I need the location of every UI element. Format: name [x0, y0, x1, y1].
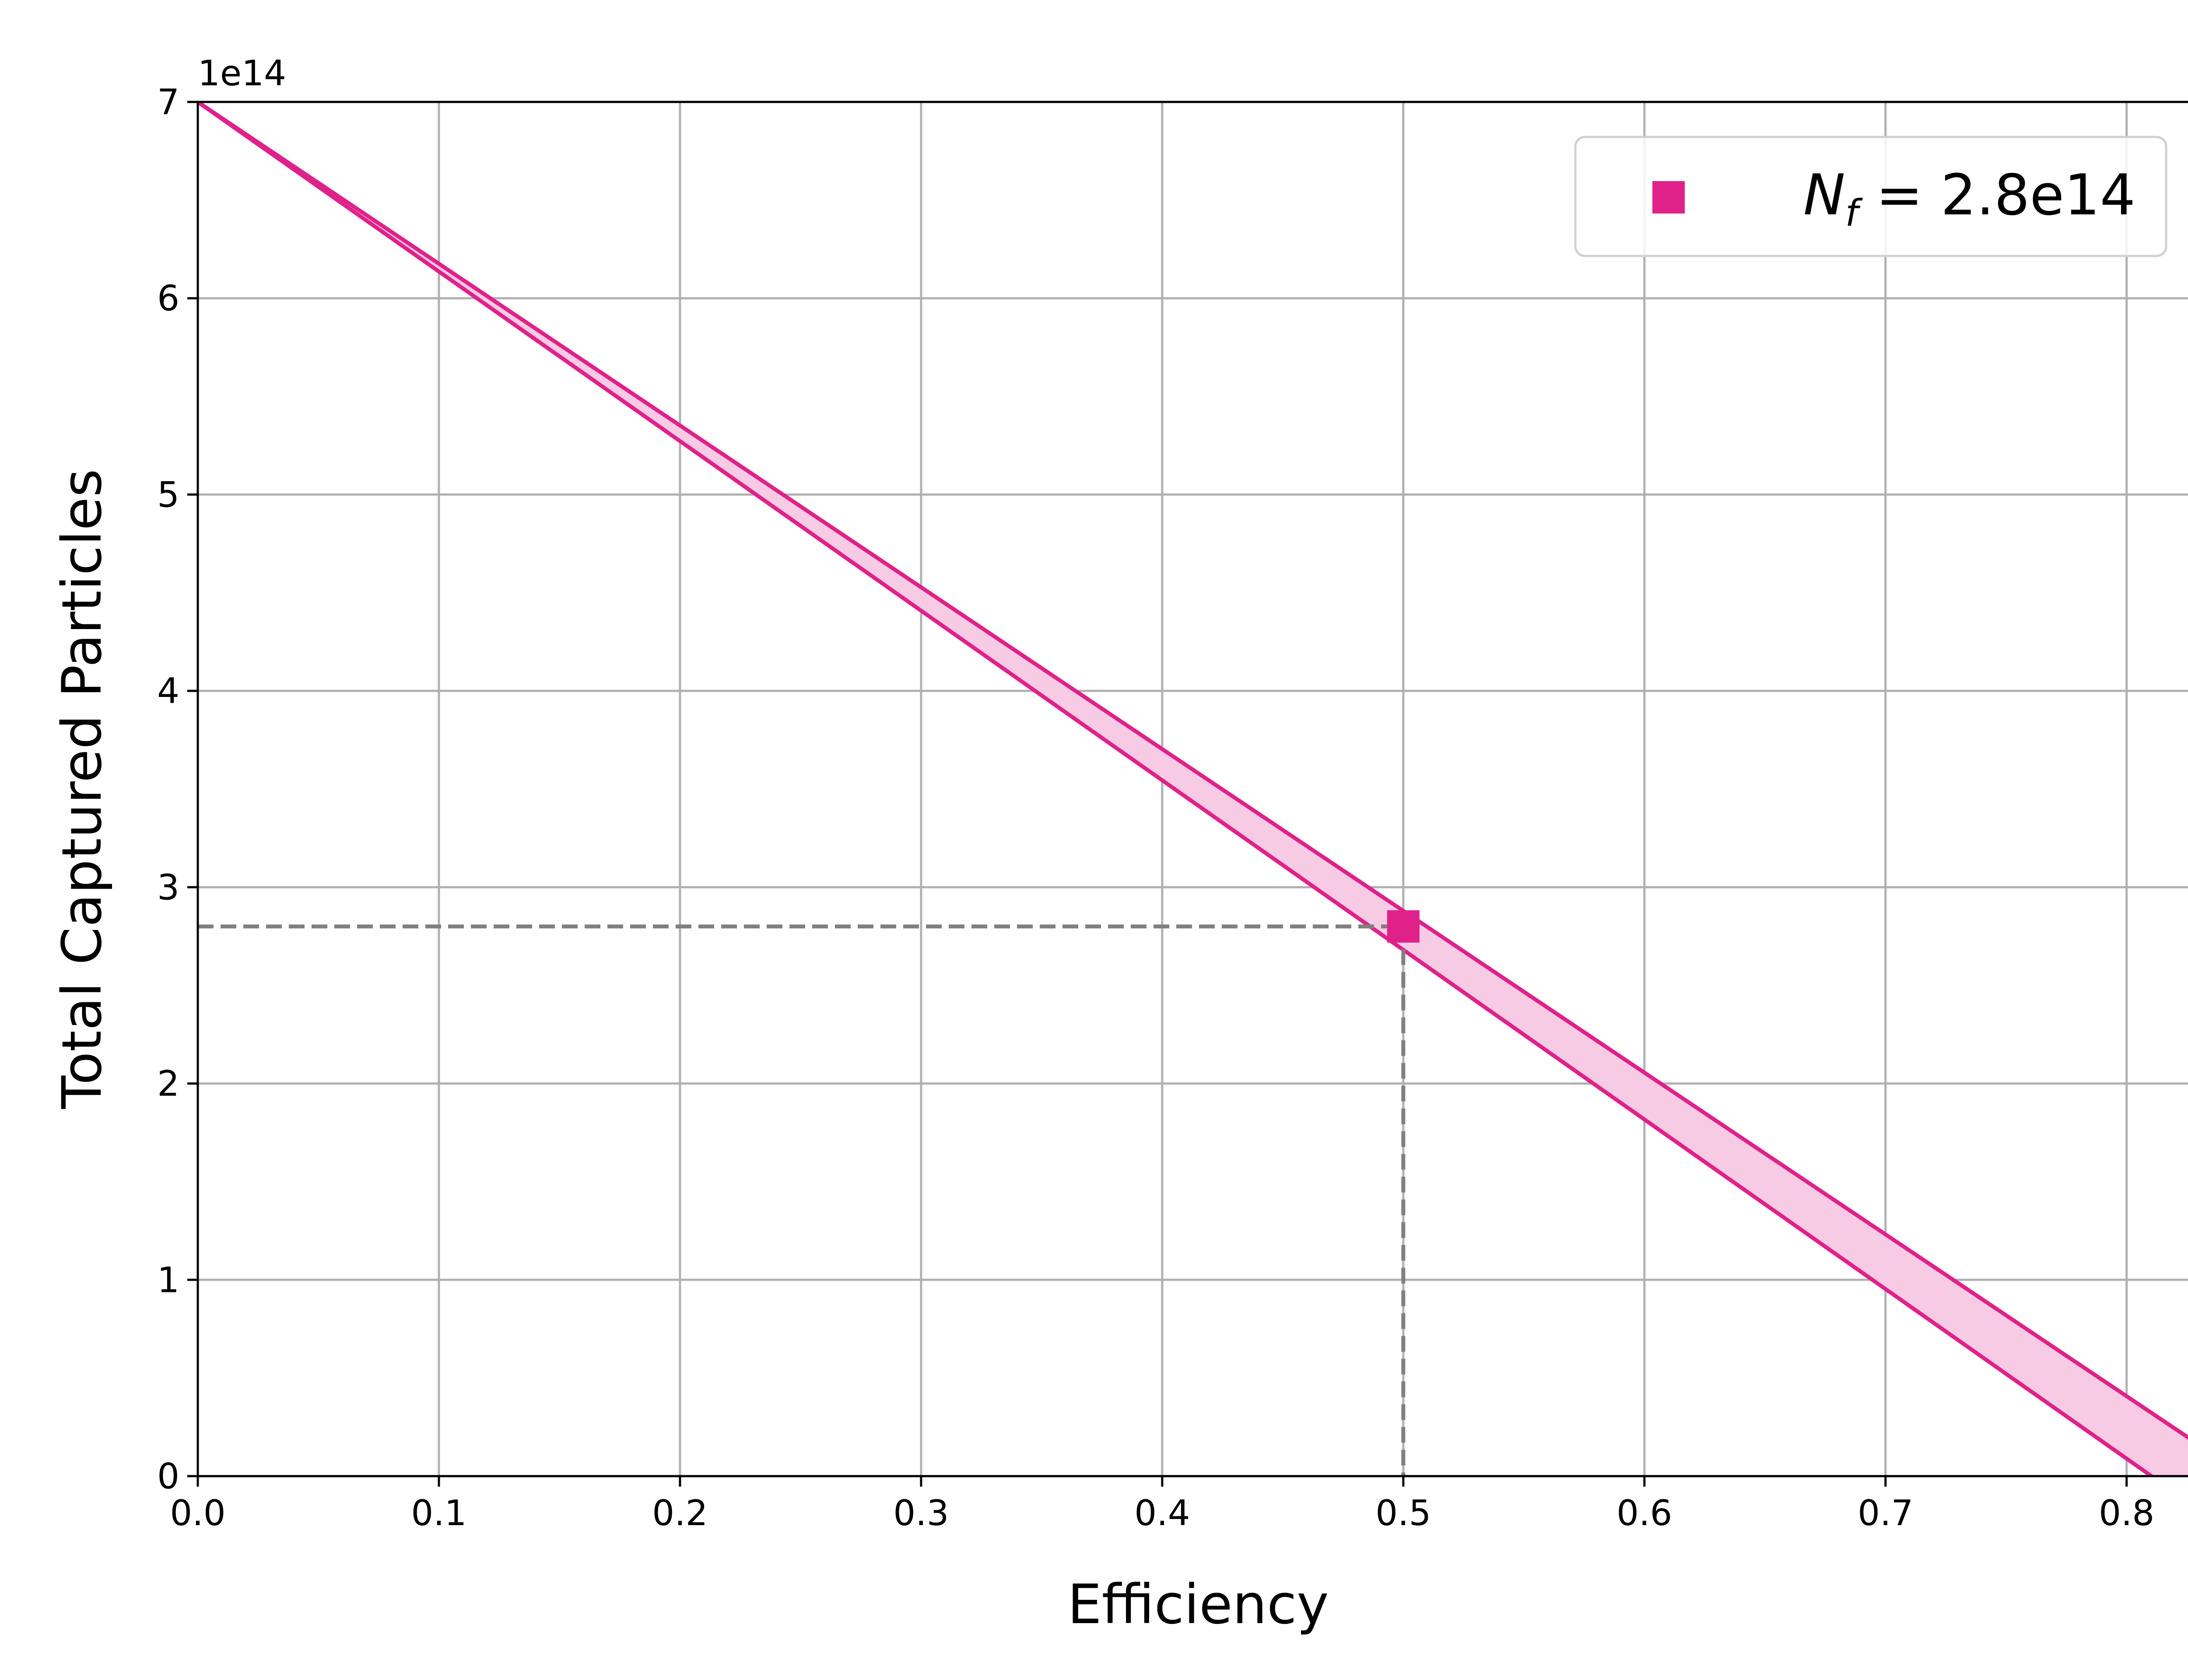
- x-tick-label: 0.7: [1858, 1493, 1913, 1533]
- x-tick-label: 0.4: [1134, 1493, 1190, 1533]
- data-point-marker: [1387, 910, 1420, 943]
- x-tick-label: 0.8: [2099, 1493, 2154, 1533]
- y-tick-label: 3: [157, 867, 179, 908]
- y-tick-label: 2: [157, 1064, 179, 1104]
- y-tick-label: 1: [157, 1260, 179, 1300]
- y-tick-label: 7: [157, 82, 179, 122]
- upper-bound-line: [198, 102, 2188, 1440]
- legend-marker: [1652, 181, 1685, 214]
- y-tick-label: 4: [157, 671, 179, 711]
- legend: Nf = 2.8e14: [1574, 136, 2167, 257]
- confidence-band: [198, 102, 2188, 1476]
- legend-box: [1574, 136, 2167, 257]
- x-tick-label: 0.0: [170, 1493, 225, 1533]
- x-axis-title: Efficiency: [1067, 1573, 1329, 1636]
- lower-bound-line: [198, 102, 2155, 1476]
- legend-label: Nf = 2.8e14: [1803, 163, 2135, 234]
- x-tick-label: 0.1: [411, 1493, 466, 1533]
- x-tick-label: 0.5: [1375, 1493, 1431, 1533]
- y-tick-label: 0: [157, 1456, 179, 1497]
- y-tick-label: 6: [157, 278, 179, 319]
- y-tick-label: 5: [157, 474, 179, 515]
- x-tick-label: 0.6: [1616, 1493, 1672, 1533]
- ticks: 0.0 0.1 0.2 0.3 0.4 0.5 0.6 0.7 0.8 0 1 2 3 4 5 6 7: [157, 82, 2154, 1533]
- y-axis-title: Total Captured Particles: [51, 469, 114, 1110]
- plot-frame: [196, 101, 2188, 1477]
- x-tick-label: 0.3: [893, 1493, 949, 1533]
- x-tick-label: 0.2: [652, 1493, 708, 1533]
- series-layer: [198, 102, 2188, 1476]
- legend-label-rest: = 2.8e14: [1858, 163, 2135, 228]
- y-offset-label: 1e14: [198, 53, 286, 94]
- legend-label-var: N: [1803, 163, 1845, 228]
